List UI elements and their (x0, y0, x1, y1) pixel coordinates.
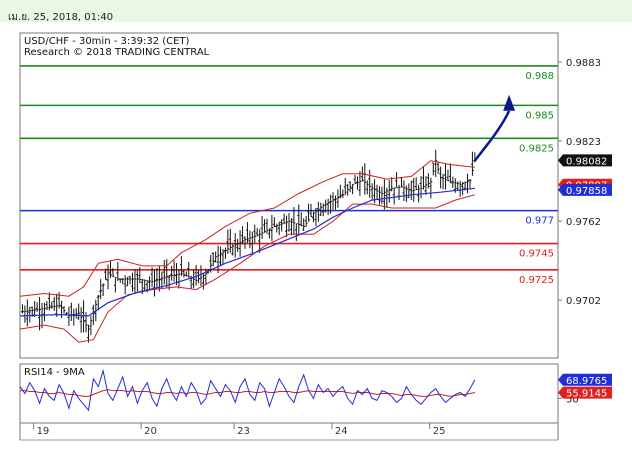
bollinger-lower-line (19, 194, 476, 343)
level-label-2: 0.9825 (519, 143, 554, 154)
rsi-tag-1 (558, 386, 612, 399)
x-tick-label-3: 24 (335, 426, 348, 437)
chart-subtitle: Research © 2018 TRADING CENTRAL (24, 47, 210, 58)
level-label-5: 0.9725 (519, 275, 554, 286)
forecast-arrow-line (473, 110, 511, 162)
price-panel-frame (19, 32, 559, 359)
rsi-tag-label-1: 55.9145 (566, 389, 607, 400)
header-bar: เม.ย. 25, 2018, 01:40 (0, 0, 632, 23)
rsi-ma-line (20, 389, 475, 397)
moving-average-line (19, 187, 475, 317)
rsi-y-tick-label-0: 50 (566, 394, 579, 405)
rsi-tag-label-0: 68.9765 (566, 376, 607, 387)
y-tick-label-1: 0.9823 (566, 137, 601, 148)
rsi-title: RSI14 - 9MA (24, 367, 85, 378)
bollinger-upper-line (19, 160, 475, 297)
level-label-1: 0.985 (525, 110, 554, 121)
header-datetime: เม.ย. 25, 2018, 01:40 (8, 12, 114, 23)
y-tick-label-3: 0.9702 (566, 296, 601, 307)
x-tick-label-4: 25 (433, 426, 446, 437)
forecast-arrow-head (503, 94, 516, 111)
level-label-3: 0.977 (525, 216, 554, 227)
x-tick-label-2: 23 (237, 426, 250, 437)
price-tag-2 (558, 183, 612, 196)
level-label-0: 0.988 (525, 71, 554, 82)
y-tick-label-2: 0.9762 (566, 217, 601, 228)
x-tick-label-1: 20 (144, 426, 157, 437)
x-tick-label-0: 19 (37, 426, 50, 437)
rsi-line (19, 368, 476, 412)
y-tick-label-0: 0.9883 (566, 58, 601, 69)
price-tag-label-2: 0.97858 (566, 186, 607, 197)
price-tag-label-0: 0.98082 (566, 156, 607, 167)
chart-title: USD/CHF - 30min - 3:39:32 (CET) (24, 36, 190, 47)
level-label-4: 0.9745 (519, 249, 554, 260)
rsi-tag-0 (558, 373, 612, 386)
rsi-panel-frame (19, 363, 559, 424)
price-tag-0 (558, 154, 612, 167)
